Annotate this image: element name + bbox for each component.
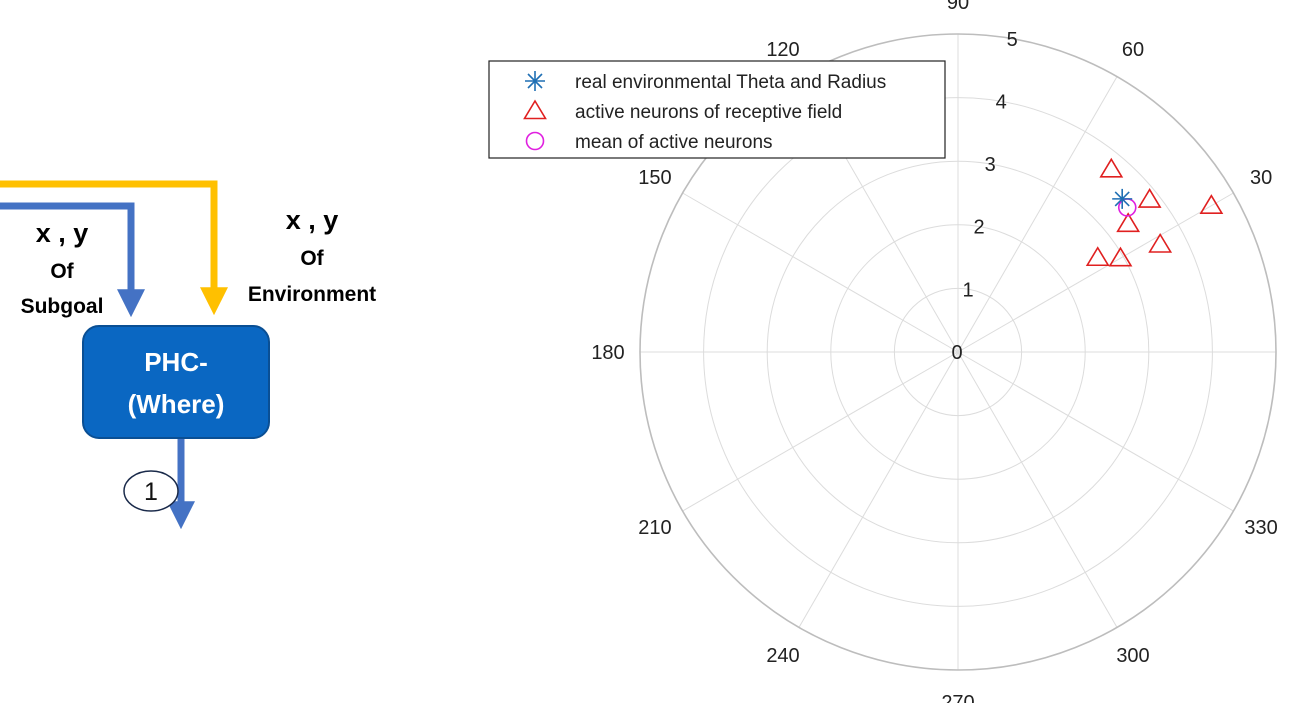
theta-tick-label: 240 xyxy=(766,645,799,667)
theta-tick-label: 180 xyxy=(591,342,624,364)
spoke-300 xyxy=(957,351,1118,628)
circle-marker xyxy=(525,131,545,151)
block-diagram: PHC- (Where) x , y Of Subgoal x , y Of E… xyxy=(0,180,376,530)
theta-tick-label: 210 xyxy=(638,517,671,539)
circle-marker xyxy=(1117,198,1137,217)
radius-tick-label: 5 xyxy=(1007,29,1018,51)
spoke-240 xyxy=(798,351,959,628)
environment-label: Environment xyxy=(248,283,376,306)
triangle-marker xyxy=(1108,246,1133,267)
ring-1 xyxy=(893,287,1023,417)
subgoal-xy-label: x , y xyxy=(36,218,89,248)
radius-tick-label: 3 xyxy=(985,154,996,176)
legend-label: mean of active neurons xyxy=(575,132,773,153)
theta-tick-label: 60 xyxy=(1122,39,1144,61)
legend-label: real environmental Theta and Radius xyxy=(575,72,886,93)
triangle-marker xyxy=(1116,212,1141,233)
spoke-30 xyxy=(957,192,1234,353)
subgoal-of-label: Of xyxy=(50,260,74,283)
triangle-marker xyxy=(1137,188,1162,208)
theta-tick-label: 300 xyxy=(1116,645,1149,667)
data-point-triangle xyxy=(1137,188,1162,208)
yellow-input-arrow xyxy=(0,180,228,316)
phc-box-line2: (Where) xyxy=(128,389,225,419)
spoke-60 xyxy=(957,76,1118,353)
asterisk-stroke xyxy=(527,73,543,89)
triangle-marker xyxy=(1085,246,1110,267)
radius-tick-label: 1 xyxy=(962,279,973,301)
data-point-triangle xyxy=(1108,246,1133,267)
legend: real environmental Theta and Radius activ… xyxy=(488,60,946,159)
polar-data-points xyxy=(1085,157,1224,267)
data-point-triangle xyxy=(1099,157,1124,178)
theta-tick-label: 90 xyxy=(947,0,969,14)
data-point-circle xyxy=(1117,198,1137,217)
triangle-marker xyxy=(1199,194,1224,215)
spoke-150 xyxy=(682,192,959,353)
legend-box xyxy=(488,60,946,159)
environment-of-label: Of xyxy=(300,247,324,270)
polar-grid xyxy=(639,33,1277,671)
spoke-210 xyxy=(682,351,959,512)
data-point-triangle xyxy=(1085,246,1110,267)
blue-input-arrow xyxy=(0,202,145,318)
legend-item: active neurons of receptive field xyxy=(523,99,842,123)
triangle-marker xyxy=(1148,232,1173,253)
radius-tick-label: 2 xyxy=(974,217,985,239)
ring-3 xyxy=(766,160,1150,544)
legend-item: real environmental Theta and Radius xyxy=(525,71,886,93)
radius-tick-label: 4 xyxy=(996,91,1007,113)
theta-tick-label: 150 xyxy=(638,167,671,189)
subgoal-label: Subgoal xyxy=(21,295,104,318)
theta-tick-label: 330 xyxy=(1244,517,1277,539)
legend-label: active neurons of receptive field xyxy=(575,102,842,123)
theta-tick-label: 30 xyxy=(1250,167,1272,189)
legend-item: mean of active neurons xyxy=(525,131,773,153)
ring-2 xyxy=(830,224,1086,480)
ring-5 xyxy=(639,33,1277,671)
polar-chart: 0306090120150180210240270300330012345 xyxy=(591,0,1277,703)
triangle-marker xyxy=(1099,157,1124,178)
triangle-marker xyxy=(523,99,547,120)
data-point-asterisk xyxy=(1112,188,1133,209)
output-marker-label: 1 xyxy=(144,478,158,506)
spoke-330 xyxy=(957,351,1234,512)
asterisk-stroke xyxy=(1114,191,1130,207)
phc-where-box xyxy=(82,325,270,439)
data-point-triangle xyxy=(1148,232,1173,253)
environment-xy-label: x , y xyxy=(286,205,339,235)
theta-tick-label: 270 xyxy=(941,692,974,703)
output-marker-ellipse xyxy=(123,470,179,512)
phc-box-line1: PHC- xyxy=(144,347,208,377)
polar-tick-labels: 0306090120150180210240270300330012345 xyxy=(591,0,1277,703)
theta-tick-label: 120 xyxy=(766,39,799,61)
data-point-triangle xyxy=(1199,194,1224,215)
data-point-triangle xyxy=(1116,212,1141,233)
ring-4 xyxy=(703,97,1213,607)
radius-tick-label: 0 xyxy=(951,342,962,364)
